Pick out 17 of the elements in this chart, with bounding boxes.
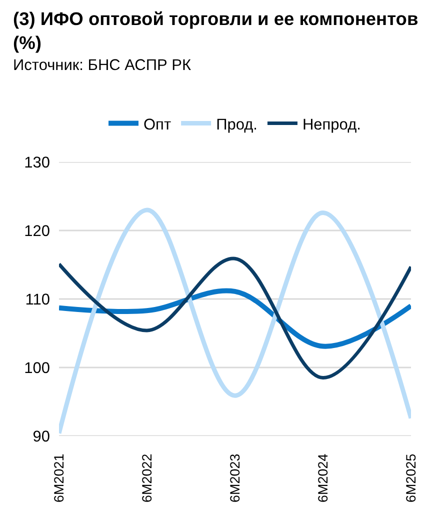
legend-label: Прод. (216, 116, 258, 134)
chart-title: (3) ИФО оптовой торговли и ее компонентов (%) (13, 7, 420, 55)
legend-label: Опт (144, 116, 172, 134)
x-tick-label: 6M2021 (51, 454, 66, 502)
x-tick-label: 6M2023 (227, 454, 242, 502)
legend-label: Непрод. (302, 116, 361, 134)
text: Источник: БНС АСПР РК (13, 56, 192, 76)
y-tick-label: 130 (24, 154, 50, 172)
y-tick-label: 90 (32, 428, 50, 446)
x-tick-label: 6M2024 (315, 453, 330, 502)
line-series (59, 208, 411, 436)
y-tick-label: 100 (24, 360, 50, 377)
x-tick-label: 6M2025 (403, 454, 418, 502)
x-tick-label: 6M2022 (139, 454, 154, 502)
y-tick-label: 120 (24, 222, 50, 240)
line-series (59, 256, 411, 380)
y-tick-label: 110 (25, 291, 50, 308)
